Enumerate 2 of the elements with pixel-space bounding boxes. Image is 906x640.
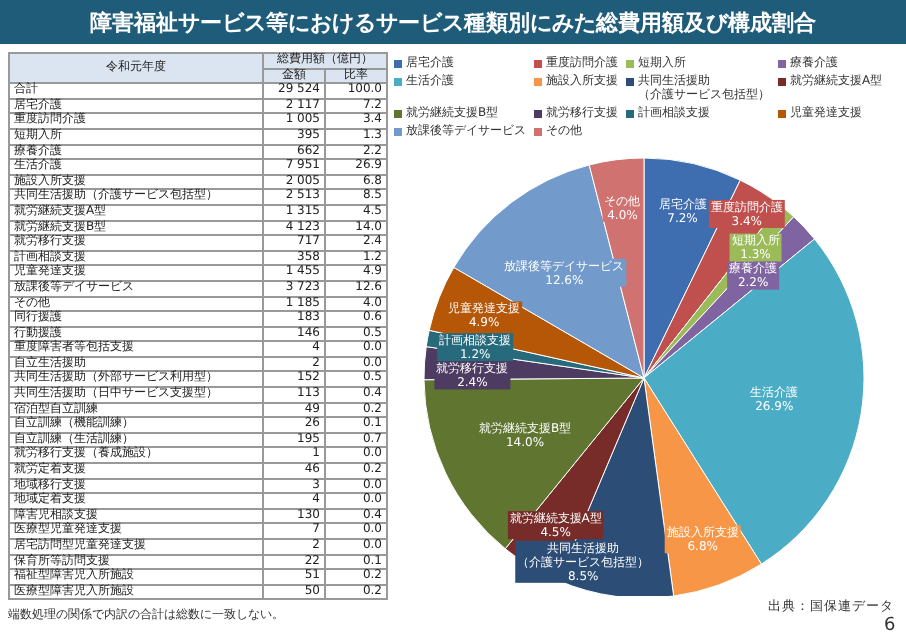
chart-title: 障害福祉サービス等におけるサービス種類別にみた総費用額及び構成割合 bbox=[0, 0, 906, 44]
text: 6 bbox=[884, 616, 896, 636]
